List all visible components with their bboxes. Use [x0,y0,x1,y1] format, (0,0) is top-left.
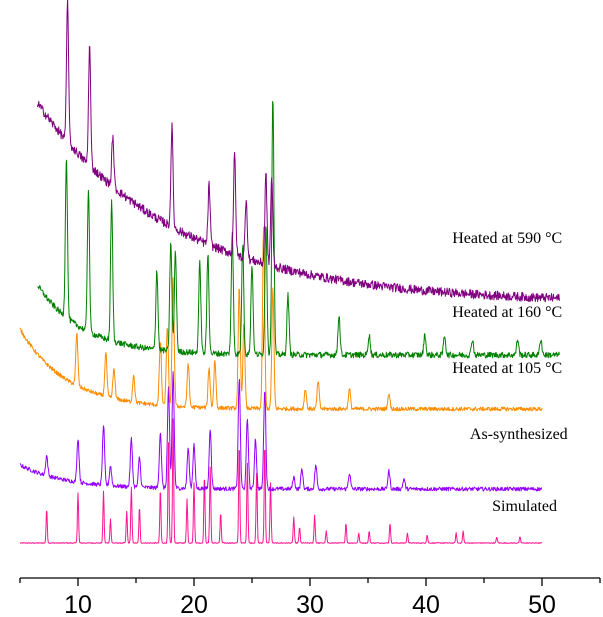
trace-label: As-synthesized [470,426,568,443]
x-tick-label: 40 [412,591,440,617]
trace-label: Heated at 590 °C [452,230,562,247]
x-axis-tick-labels: 01020304050 [64,591,556,617]
trace-label-group: Simulated As-synthesized Heated at 105 °C H… [452,230,567,515]
trace-label: Heated at 160 °C [452,304,562,321]
trace-heated-at-160-c [37,101,560,359]
x-axis: 01020304050 [19,577,601,617]
trace-label: Simulated [492,498,557,515]
trace-label: Heated at 105 °C [452,360,562,377]
trace-simulated [19,418,543,544]
trace-heated-at-590-c [36,0,560,303]
trace-group [19,0,560,544]
x-tick-label: 20 [180,591,208,617]
x-tick-label: 50 [528,591,556,617]
trace-as-synthesized [19,371,542,492]
x-axis-ticks [19,578,601,586]
x-tick-label: 10 [64,591,92,617]
x-tick-label: 30 [296,591,324,617]
trace-heated-at-105-c [19,226,543,412]
